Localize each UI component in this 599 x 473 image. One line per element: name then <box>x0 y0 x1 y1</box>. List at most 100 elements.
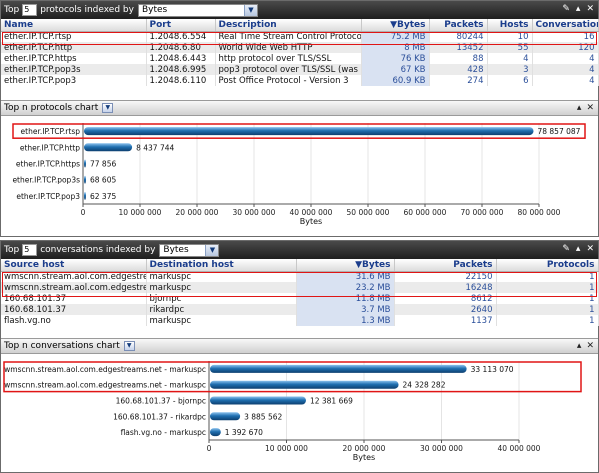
bar <box>210 428 221 437</box>
cell-conversations: 4 <box>532 53 599 64</box>
cell-packets: 2640 <box>394 304 497 315</box>
indexed-by-select[interactable]: Bytes ▼ <box>159 243 220 257</box>
cell-protocols: 1 <box>496 304 599 315</box>
value-label: 33 113 070 <box>471 365 514 374</box>
x-tick-label: 0 <box>81 208 86 217</box>
category-label: ether.IP.TCP.http <box>20 143 80 152</box>
top-n-input[interactable]: 5 <box>22 244 38 256</box>
chevron-down-icon[interactable]: ▼ <box>123 341 135 351</box>
indexed-by-value: Bytes <box>163 245 189 255</box>
table-row[interactable]: ether.IP.TCP.rtsp 1.2048.6.554 Real Time… <box>1 31 599 42</box>
minimize-icon[interactable]: ▴ <box>575 4 581 14</box>
bar <box>84 127 534 136</box>
cell-destination: markuspc <box>146 315 297 326</box>
indexed-by-select[interactable]: Bytes ▼ <box>137 3 258 17</box>
close-icon[interactable]: ✕ <box>586 244 594 254</box>
cell-source: 160.68.101.37 <box>1 304 147 315</box>
x-tick-label: 40 000 000 <box>498 444 541 453</box>
category-label: wmscnn.stream.aol.com.edgestreams.net - … <box>4 365 206 374</box>
col-name[interactable]: Name <box>1 19 147 32</box>
conversations-table: Source host Destination host ▼Bytes Pack… <box>1 259 599 326</box>
bar <box>84 175 86 184</box>
wrench-icon[interactable]: ✎ <box>562 4 570 14</box>
cell-protocols: 1 <box>496 293 599 304</box>
value-label: 1 392 670 <box>225 428 263 437</box>
close-icon[interactable]: ✕ <box>586 103 594 113</box>
cell-name: ether.IP.TCP.rtsp <box>1 31 147 42</box>
x-tick-label: 50 000 000 <box>347 208 390 217</box>
close-icon[interactable]: ✕ <box>586 341 594 351</box>
protocols-panel: Top 5 protocols indexed by Bytes ▼ ✎ ▴ ✕… <box>0 0 599 237</box>
cell-packets: 16248 <box>394 282 497 293</box>
bar <box>210 412 241 421</box>
col-packets[interactable]: Packets <box>394 259 497 272</box>
cell-packets: 274 <box>429 75 488 86</box>
cell-protocols: 1 <box>496 271 599 282</box>
cell-bytes: 8 MB <box>361 42 430 53</box>
cell-source: wmscnn.stream.aol.com.edgestre <box>1 271 147 282</box>
cell-description: pop3 protocol over TLS/SSL (was <box>215 64 362 75</box>
table-row[interactable]: ether.IP.TCP.pop3 1.2048.6.110 Post Offi… <box>1 75 599 86</box>
col-packets[interactable]: Packets <box>429 19 488 32</box>
cell-name: ether.IP.TCP.pop3 <box>1 75 147 86</box>
table-row[interactable]: 160.68.101.37 rikardpc 3.7 MB 2640 1 <box>1 304 599 315</box>
value-label: 24 328 282 <box>403 381 446 390</box>
bar <box>210 364 467 373</box>
col-protocols[interactable]: Protocols <box>496 259 599 272</box>
col-destination-host[interactable]: Destination host <box>146 259 297 272</box>
chevron-down-icon[interactable]: ▼ <box>243 4 257 16</box>
cell-description: Real Time Stream Control Protoco <box>215 31 362 42</box>
table-row[interactable]: wmscnn.stream.aol.com.edgestre markuspc … <box>1 282 599 293</box>
col-bytes[interactable]: ▼Bytes <box>361 19 430 32</box>
cell-name: ether.IP.TCP.pop3s <box>1 64 147 75</box>
table-row[interactable]: flash.vg.no markuspc 1.3 MB 1137 1 <box>1 315 599 326</box>
top-n-input[interactable]: 5 <box>22 4 38 16</box>
cell-name: ether.IP.TCP.https <box>1 53 147 64</box>
cell-packets: 22150 <box>394 271 497 282</box>
cell-description: http protocol over TLS/SSL <box>215 53 362 64</box>
x-tick-label: 20 000 000 <box>343 444 386 453</box>
cell-hosts: 6 <box>487 75 533 86</box>
value-label: 3 885 562 <box>244 412 282 421</box>
x-axis-label: Bytes <box>300 217 322 226</box>
col-hosts[interactable]: Hosts <box>487 19 533 32</box>
cell-port: 1.2048.6.110 <box>146 75 216 86</box>
col-port[interactable]: Port <box>146 19 216 32</box>
chevron-down-icon[interactable]: ▼ <box>205 244 219 256</box>
cell-name: ether.IP.TCP.http <box>1 42 147 53</box>
minimize-icon[interactable]: ▴ <box>575 244 581 254</box>
col-source-host[interactable]: Source host <box>1 259 147 272</box>
category-label: ether.IP.TCP.pop3 <box>16 192 80 201</box>
conversations-chart-bar: Top n conversations chart ▼ ▴ ✕ <box>1 338 598 354</box>
table-row[interactable]: ether.IP.TCP.http 1.2048.6.80 World Wide… <box>1 42 599 53</box>
cell-destination: markuspc <box>146 271 297 282</box>
cell-packets: 88 <box>429 53 488 64</box>
table-row[interactable]: 160.68.101.37 bjornpc 11.8 MB 8612 1 <box>1 293 599 304</box>
table-row[interactable]: ether.IP.TCP.pop3s 1.2048.6.995 pop3 pro… <box>1 64 599 75</box>
minimize-icon[interactable]: ▴ <box>576 103 582 113</box>
chart-controls: ▴ ✕ <box>577 341 594 351</box>
table-row[interactable]: ether.IP.TCP.https 1.2048.6.443 http pro… <box>1 53 599 64</box>
close-icon[interactable]: ✕ <box>586 4 594 14</box>
chart-controls: ▴ ✕ <box>577 103 594 113</box>
chevron-down-icon[interactable]: ▼ <box>102 103 114 113</box>
x-tick-label: 10 000 000 <box>265 444 308 453</box>
top-label: Top <box>4 5 20 15</box>
minimize-icon[interactable]: ▴ <box>576 341 582 351</box>
x-tick-label: 30 000 000 <box>233 208 276 217</box>
panel-controls: ✎ ▴ ✕ <box>562 4 594 14</box>
table-row[interactable]: wmscnn.stream.aol.com.edgestre markuspc … <box>1 271 599 282</box>
wrench-icon[interactable]: ✎ <box>562 244 570 254</box>
col-bytes[interactable]: ▼Bytes <box>296 259 395 272</box>
cell-packets: 428 <box>429 64 488 75</box>
category-label: ether.IP.TCP.pop3s <box>12 176 80 185</box>
col-description[interactable]: Description <box>215 19 362 32</box>
cell-protocols: 1 <box>496 315 599 326</box>
x-tick-label: 30 000 000 <box>420 444 463 453</box>
cell-packets: 13452 <box>429 42 488 53</box>
x-tick-label: 20 000 000 <box>176 208 219 217</box>
cell-source: wmscnn.stream.aol.com.edgestre <box>1 282 147 293</box>
highlight-box <box>3 361 582 393</box>
cell-bytes: 60.9 KB <box>361 75 430 86</box>
col-conversations[interactable]: Conversations <box>532 19 599 32</box>
